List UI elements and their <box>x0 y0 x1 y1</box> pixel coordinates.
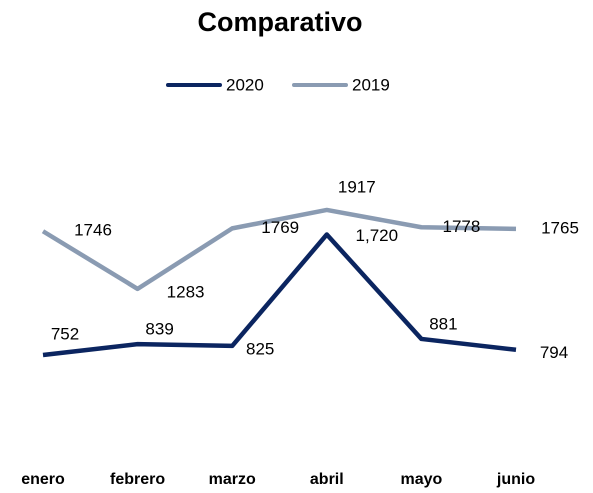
chart-title: Comparativo <box>197 7 362 37</box>
x-tick-label: abril <box>310 471 344 488</box>
data-label: 1917 <box>338 177 376 196</box>
data-label: 794 <box>540 343 568 362</box>
data-label: 752 <box>51 324 79 343</box>
data-label: 1746 <box>74 221 112 240</box>
data-label: 1769 <box>261 218 299 237</box>
x-tick-label: mayo <box>401 471 443 488</box>
data-label: 1778 <box>442 217 480 236</box>
series-line <box>42 232 517 358</box>
data-label: 1283 <box>167 282 205 301</box>
data-label: 825 <box>246 339 274 358</box>
x-tick-label: febrero <box>110 471 165 488</box>
data-label: 1765 <box>541 218 579 237</box>
legend-label: 2019 <box>352 75 390 94</box>
x-tick-label: enero <box>21 471 65 488</box>
series-line <box>41 207 517 292</box>
x-tick-label: marzo <box>209 471 256 488</box>
data-label: 881 <box>429 314 457 333</box>
data-label: 1,720 <box>356 226 399 245</box>
data-label: 839 <box>145 320 173 339</box>
x-tick-label: junio <box>496 471 535 488</box>
legend-label: 2020 <box>226 75 264 94</box>
